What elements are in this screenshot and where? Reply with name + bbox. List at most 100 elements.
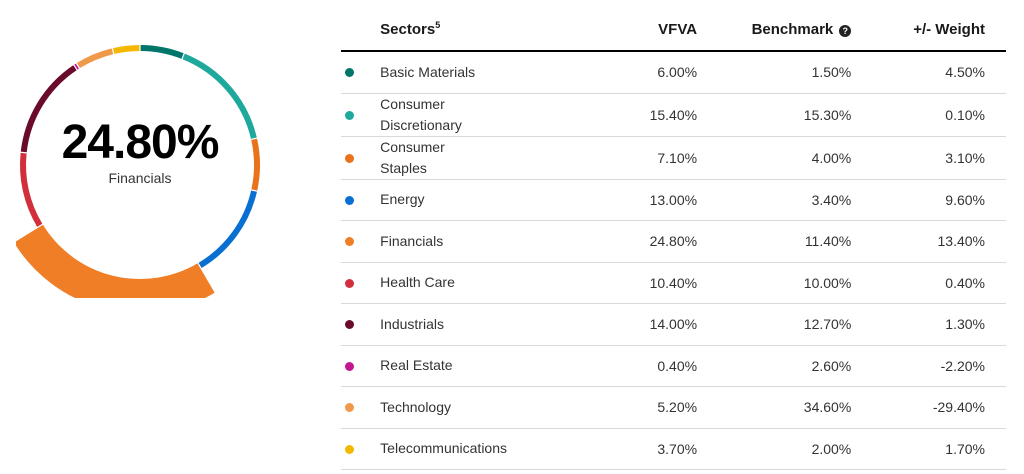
row-dot-cell: [341, 51, 381, 94]
weight-value: -29.40%: [851, 386, 1006, 429]
weight-value: 1.70%: [851, 428, 1006, 470]
benchmark-value: 4.00%: [697, 136, 852, 180]
sector-name-cell: Health Care: [380, 262, 575, 304]
row-dot-cell: [341, 386, 381, 429]
vfva-value: 0.40%: [574, 345, 698, 387]
sector-name-cell: Energy: [380, 179, 575, 221]
donut-svg: [16, 45, 260, 298]
weight-value: 3.10%: [851, 136, 1006, 180]
donut-slice-real-estate[interactable]: [74, 63, 80, 70]
donut-slice-consumer-discretionary[interactable]: [182, 53, 257, 139]
row-dot-cell: [341, 220, 381, 263]
row-dot-cell: [341, 136, 381, 180]
vfva-value: 10.40%: [574, 262, 698, 304]
header-vfva: VFVA: [574, 8, 698, 52]
donut-slice-industrials[interactable]: [20, 65, 77, 153]
donut-center: 24.80% Financials: [16, 116, 264, 187]
sector-color-dot: [345, 361, 354, 371]
vfva-value: 24.80%: [574, 220, 698, 263]
vfva-value: 13.00%: [574, 179, 698, 221]
weight-value: 0.40%: [851, 262, 1006, 304]
benchmark-value: 2.60%: [697, 345, 852, 387]
header-dot-spacer: [341, 8, 381, 52]
row-dot-cell: [341, 303, 381, 346]
sector-color-dot: [345, 153, 354, 163]
sector-name: Health Care: [380, 274, 455, 291]
sector-name: Consumer Discretionary: [380, 95, 462, 133]
table-row: Technology 5.20% 34.60% -29.40%: [341, 386, 1006, 429]
table-row: Energy 13.00% 3.40% 9.60%: [341, 179, 1006, 221]
sector-color-dot: [345, 195, 354, 205]
sector-color-dot: [345, 278, 354, 288]
table-row: Industrials 14.00% 12.70% 1.30%: [341, 303, 1006, 346]
vfva-value: 14.00%: [574, 303, 698, 346]
question-icon[interactable]: ?: [839, 24, 852, 37]
table-row: Real Estate 0.40% 2.60% -2.20%: [341, 345, 1006, 387]
row-dot-cell: [341, 345, 381, 387]
sector-name: Consumer Staples: [380, 138, 445, 176]
header-sectors: Sectors5: [380, 8, 575, 52]
donut-slice-consumer-staples[interactable]: [251, 138, 260, 191]
benchmark-value: 11.40%: [697, 220, 852, 263]
sector-name: Technology: [380, 398, 451, 415]
table-row: Telecommunications 3.70% 2.00% 1.70%: [341, 428, 1006, 470]
donut-slice-technology[interactable]: [76, 48, 114, 69]
table-row: Consumer Staples 7.10% 4.00% 3.10%: [341, 136, 1006, 180]
header-benchmark-label: Benchmark: [751, 20, 834, 38]
sector-donut-chart: 24.80% Financials: [16, 32, 264, 298]
vfva-value: 3.70%: [574, 428, 698, 470]
table-body: Basic Materials 6.00% 1.50% 4.50% Consumer D…: [341, 51, 1006, 470]
sectors-table: Sectors5 VFVA Benchmark? +/- Weight Basi…: [341, 8, 1006, 470]
header-sectors-footnote[interactable]: 5: [435, 20, 441, 30]
weight-value: 9.60%: [851, 179, 1006, 221]
donut-slice-energy[interactable]: [198, 190, 257, 268]
sector-color-dot: [345, 320, 354, 330]
table-row: Financials 24.80% 11.40% 13.40%: [341, 220, 1006, 263]
sector-color-dot: [345, 68, 354, 78]
header-weight: +/- Weight: [851, 8, 1006, 52]
sector-name-cell: Industrials: [380, 303, 575, 346]
donut-slice-telecommunications[interactable]: [112, 45, 140, 54]
sector-name: Industrials: [380, 315, 444, 332]
vfva-value: 15.40%: [574, 93, 698, 137]
benchmark-value: 12.70%: [697, 303, 852, 346]
sector-color-dot: [345, 444, 354, 454]
header-benchmark: Benchmark?: [697, 8, 852, 52]
donut-slice-health-care[interactable]: [20, 152, 43, 227]
vfva-value: 6.00%: [574, 51, 698, 94]
benchmark-value: 3.40%: [697, 179, 852, 221]
vfva-value: 5.20%: [574, 386, 698, 429]
donut-slice-basic-materials[interactable]: [140, 45, 184, 59]
sector-color-dot: [345, 110, 354, 120]
weight-value: 0.10%: [851, 93, 1006, 137]
donut-center-value: 24.80%: [61, 116, 220, 169]
table-header-row: Sectors5 VFVA Benchmark? +/- Weight: [341, 8, 1006, 52]
row-dot-cell: [341, 93, 381, 137]
sector-name-cell: Telecommunications: [380, 428, 575, 470]
sector-name-cell: Real Estate: [380, 345, 575, 387]
donut-slice-financials[interactable]: [16, 224, 215, 298]
weight-value: 1.30%: [851, 303, 1006, 346]
sector-name: Real Estate: [380, 357, 453, 374]
row-dot-cell: [341, 179, 381, 221]
benchmark-value: 34.60%: [697, 386, 852, 429]
sector-name: Financials: [380, 232, 444, 249]
sector-name-cell: Consumer Discretionary: [380, 93, 575, 137]
weight-value: 13.40%: [851, 220, 1006, 263]
sector-name-cell: Consumer Staples: [380, 136, 575, 180]
row-dot-cell: [341, 262, 381, 304]
sector-name: Energy: [380, 191, 425, 208]
sector-color-dot: [345, 403, 354, 413]
table-row: Health Care 10.40% 10.00% 0.40%: [341, 262, 1006, 304]
table-row: Consumer Discretionary 15.40% 15.30% 0.10%: [341, 93, 1006, 137]
weight-value: -2.20%: [851, 345, 1006, 387]
header-sectors-label: Sectors: [380, 21, 436, 38]
donut-center-label: Financials: [108, 170, 172, 186]
sector-color-dot: [345, 237, 354, 247]
vfva-value: 7.10%: [574, 136, 698, 180]
sector-name-cell: Basic Materials: [380, 51, 575, 94]
weight-value: 4.50%: [851, 51, 1006, 94]
sector-name-cell: Technology: [380, 386, 575, 429]
benchmark-value: 15.30%: [697, 93, 852, 137]
